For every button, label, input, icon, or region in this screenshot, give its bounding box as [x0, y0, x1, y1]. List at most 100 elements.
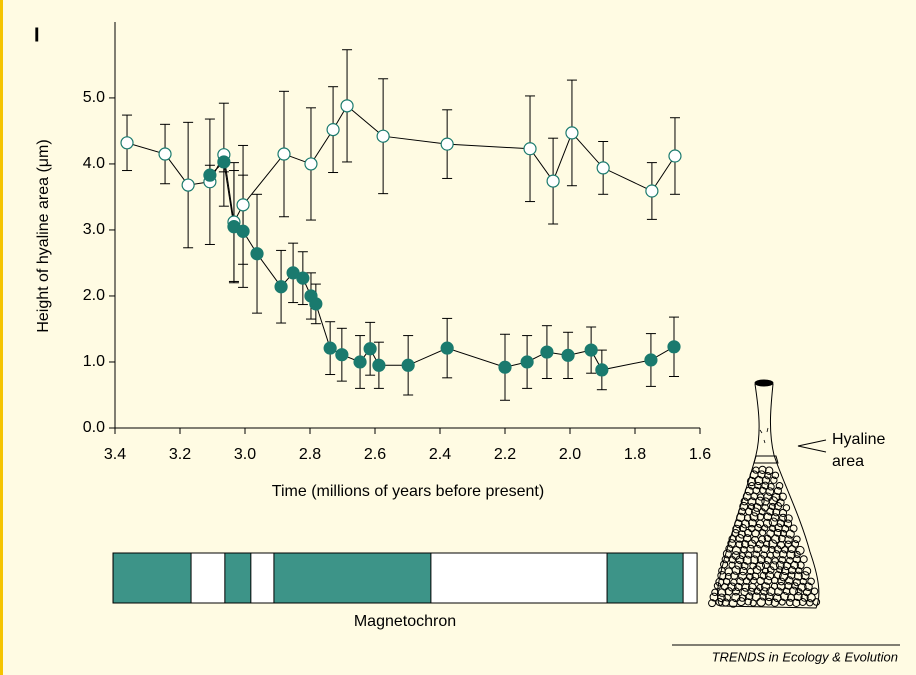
- chamber: [778, 492, 787, 501]
- data-point: [596, 161, 610, 175]
- chamber: [767, 482, 775, 491]
- chamber: [784, 514, 793, 523]
- chamber: [804, 582, 813, 591]
- data-point: [363, 342, 377, 356]
- data-point: [668, 149, 682, 163]
- chamber: [741, 583, 751, 592]
- chamber: [792, 535, 801, 544]
- chamber: [764, 471, 772, 480]
- chamber: [768, 502, 776, 510]
- chamber: [731, 587, 741, 596]
- x-tick-label: 1.8: [624, 446, 646, 463]
- chamber: [756, 555, 766, 565]
- chamber: [752, 503, 762, 512]
- data-point: [296, 271, 310, 285]
- data-point: [158, 147, 172, 161]
- chamber: [753, 587, 761, 595]
- chamber: [769, 524, 777, 532]
- data-point: [340, 99, 354, 113]
- data-point: [565, 126, 579, 140]
- normal-polarity: [224, 552, 252, 604]
- y-axis-label: Height of hyaline area (μm): [35, 139, 52, 332]
- chamber: [771, 534, 781, 544]
- panel-label: I: [34, 24, 40, 46]
- chamber: [796, 561, 805, 570]
- chamber: [764, 571, 775, 581]
- data-point: [372, 358, 386, 372]
- chamber: [798, 598, 807, 606]
- chamber: [750, 576, 758, 585]
- foraminifer-drawing: [708, 379, 821, 609]
- normal-polarity: [273, 552, 432, 604]
- data-point: [309, 297, 323, 311]
- data-point: [401, 358, 415, 372]
- chamber: [799, 577, 807, 586]
- chamber: [770, 598, 779, 607]
- data-point: [217, 155, 231, 169]
- chamber: [787, 545, 796, 554]
- chamber: [739, 501, 749, 511]
- data-point: [250, 247, 264, 261]
- chamber: [778, 598, 786, 606]
- data-point: [304, 157, 318, 171]
- x-tick-label: 2.4: [429, 446, 451, 463]
- series-line: [209, 160, 675, 371]
- data-point: [353, 355, 367, 369]
- data-point: [440, 341, 454, 355]
- data-point: [335, 348, 349, 362]
- magnetochron-label: Magnetochron: [354, 613, 456, 630]
- chamber: [723, 593, 732, 602]
- data-point: [667, 340, 681, 354]
- y-tick-label: 3.0: [83, 221, 105, 238]
- data-point: [181, 178, 195, 192]
- stripe: [0, 0, 3, 675]
- x-tick-label: 2.6: [364, 446, 386, 463]
- data-point: [236, 224, 250, 238]
- annotation: Hyaline: [832, 431, 885, 448]
- chamber: [800, 593, 809, 602]
- chamber: [802, 566, 812, 576]
- chamber: [790, 560, 799, 570]
- chamber: [812, 598, 821, 606]
- chamber: [751, 572, 760, 581]
- x-tick-label: 2.0: [559, 446, 581, 463]
- data-point: [561, 348, 575, 362]
- chamber: [786, 550, 796, 560]
- data-point: [498, 360, 512, 374]
- chamber: [742, 534, 752, 543]
- data-point: [323, 341, 337, 355]
- chamber: [749, 512, 759, 522]
- chamber: [747, 539, 757, 549]
- chamber: [724, 572, 732, 580]
- chamber: [774, 587, 783, 596]
- chamber: [778, 556, 787, 564]
- chamber: [708, 599, 717, 608]
- chamber: [717, 588, 727, 597]
- chamber: [773, 486, 782, 495]
- chamber: [766, 566, 775, 574]
- data-point: [274, 280, 288, 294]
- series-line: [126, 105, 676, 224]
- chamber: [773, 528, 782, 537]
- chamber: [793, 550, 801, 559]
- chamber: [768, 496, 779, 506]
- chamber: [778, 508, 788, 517]
- chamber: [759, 593, 767, 601]
- chamber: [722, 549, 732, 559]
- data-point: [120, 136, 134, 150]
- chamber: [772, 550, 781, 558]
- x-tick-label: 3.2: [169, 446, 191, 463]
- chamber: [784, 535, 793, 544]
- chamber: [732, 524, 742, 534]
- chamber: [746, 476, 757, 487]
- chamber: [747, 582, 757, 592]
- chamber: [779, 591, 789, 601]
- chamber: [740, 519, 750, 529]
- chamber: [793, 571, 803, 581]
- chamber: [764, 597, 773, 606]
- chamber: [738, 523, 747, 533]
- data-point: [584, 343, 598, 357]
- x-axis-label: Time (millions of years before present): [272, 483, 544, 500]
- y-tick-label: 2.0: [83, 287, 105, 304]
- chamber: [744, 598, 752, 606]
